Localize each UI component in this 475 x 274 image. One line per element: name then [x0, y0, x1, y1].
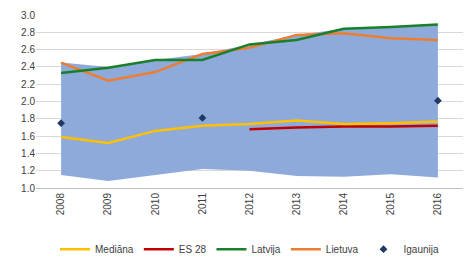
svg-text:2011: 2011	[197, 193, 208, 215]
svg-text:2008: 2008	[55, 193, 66, 216]
svg-text:2010: 2010	[150, 193, 161, 216]
svg-text:2009: 2009	[102, 193, 113, 216]
svg-text:1.0: 1.0	[21, 183, 35, 194]
svg-text:2014: 2014	[338, 193, 349, 216]
svg-text:2.0: 2.0	[21, 96, 35, 107]
svg-text:Igaunija: Igaunija	[404, 244, 439, 255]
svg-text:ES 28: ES 28	[179, 244, 207, 255]
svg-text:2012: 2012	[244, 193, 255, 216]
svg-text:1.6: 1.6	[21, 131, 35, 142]
svg-text:2.2: 2.2	[21, 79, 35, 90]
svg-text:Mediāna: Mediāna	[95, 244, 134, 255]
svg-text:2016: 2016	[432, 193, 443, 216]
svg-text:Latvija: Latvija	[251, 244, 280, 255]
svg-text:Lietuva: Lietuva	[326, 244, 359, 255]
svg-text:3.0: 3.0	[21, 10, 35, 21]
svg-text:1.8: 1.8	[21, 113, 35, 124]
svg-text:2.8: 2.8	[21, 27, 35, 38]
svg-text:2013: 2013	[291, 193, 302, 216]
svg-text:2015: 2015	[385, 193, 396, 216]
svg-text:1.4: 1.4	[21, 148, 35, 159]
svg-text:2.6: 2.6	[21, 44, 35, 55]
svg-text:2.4: 2.4	[21, 61, 35, 72]
svg-text:1.2: 1.2	[21, 165, 35, 176]
